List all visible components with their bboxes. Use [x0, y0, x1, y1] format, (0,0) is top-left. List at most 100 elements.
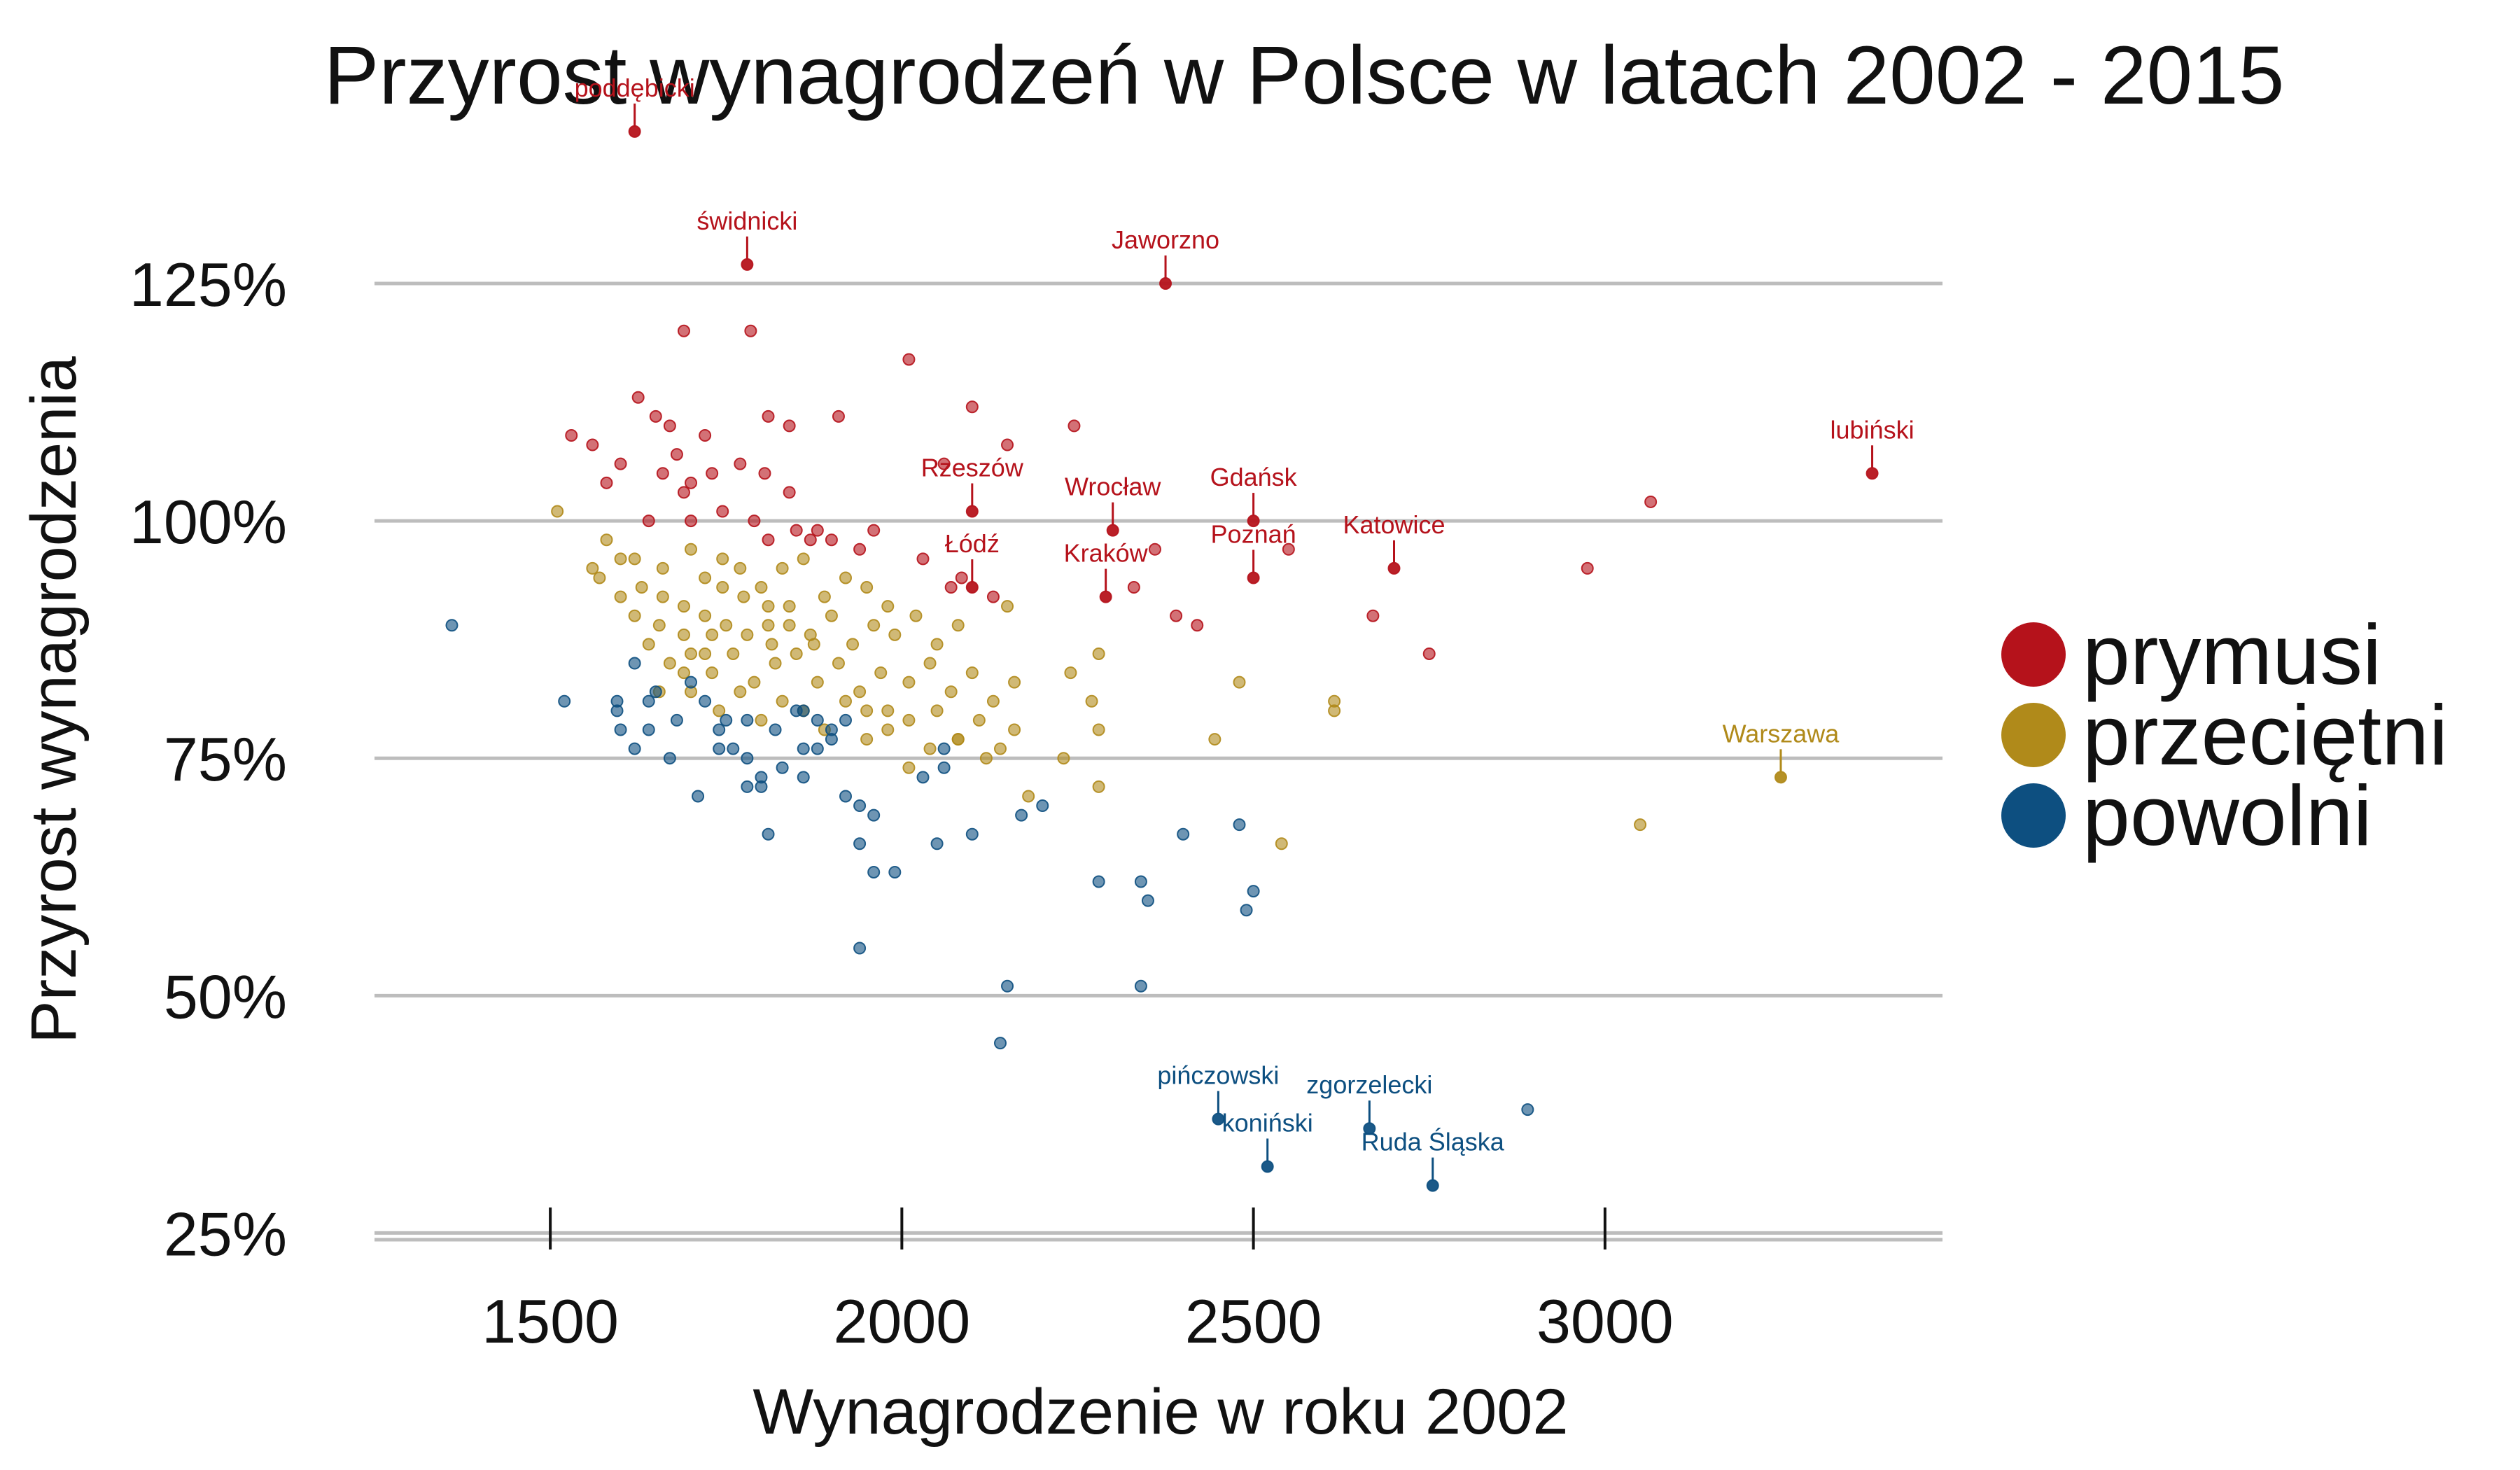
point-label: pińczowski: [1157, 1061, 1279, 1090]
point-powolni: [1177, 827, 1190, 841]
point-przecietni: [656, 590, 669, 603]
point-prymusi: [1191, 619, 1204, 632]
point-przecietni: [979, 752, 993, 765]
point-przecietni: [600, 533, 613, 547]
point-przecietni: [818, 590, 831, 603]
point-powolni: [628, 742, 641, 755]
point-przecietni: [783, 600, 796, 613]
point-przecietni: [586, 561, 599, 575]
point-przecietni: [1085, 694, 1098, 708]
point-label: zgorzelecki: [1306, 1070, 1432, 1099]
point-przecietni: [1208, 733, 1222, 746]
point-przecietni: [755, 713, 768, 727]
point-przecietni: [769, 657, 782, 670]
annotated-point: [1866, 468, 1878, 479]
point-prymusi: [656, 467, 669, 480]
x-tick-label: 2000: [833, 1287, 970, 1356]
point-label: lubiński: [1830, 415, 1914, 444]
point-prymusi: [758, 467, 771, 480]
point-powolni: [755, 780, 768, 793]
point-przecietni: [1022, 790, 1035, 803]
point-prymusi: [916, 552, 930, 566]
point-powolni: [713, 723, 726, 736]
point-prymusi: [631, 391, 645, 404]
point-przecietni: [776, 694, 789, 708]
point-label: Rzeszów: [921, 454, 1024, 482]
point-powolni: [685, 676, 698, 689]
point-prymusi: [783, 419, 796, 433]
point-label: Poznań: [1211, 519, 1296, 548]
point-powolni: [937, 742, 951, 755]
point-przecietni: [635, 581, 648, 594]
legend-swatch: [2001, 622, 2066, 687]
point-prymusi: [744, 324, 757, 337]
chart-title: Przyrost wynagrodzeń w Polsce w latach 2…: [324, 29, 2285, 122]
point-przecietni: [593, 571, 606, 584]
point-powolni: [642, 694, 655, 708]
point-przecietni: [1001, 600, 1014, 613]
x-axis-title: Wynagrodzenie w roku 2002: [752, 1376, 1568, 1448]
point-przecietni: [881, 723, 895, 736]
point-powolni: [727, 742, 740, 755]
point-powolni: [1036, 799, 1049, 813]
point-prymusi: [902, 353, 916, 366]
point-annotations: poddębicki świdnicki Jaworzno lubiński Rzesz…: [575, 74, 1914, 1191]
annotated-point: [1388, 562, 1400, 574]
annotated-point: [966, 582, 978, 594]
point-label: poddębicki: [575, 74, 695, 102]
point-przecietni: [1634, 818, 1647, 832]
point-przecietni: [663, 657, 676, 670]
legend-swatch: [2001, 703, 2066, 767]
point-przecietni: [737, 590, 750, 603]
point-prymusi: [1148, 542, 1161, 556]
point-powolni: [930, 837, 944, 850]
point-prymusi: [955, 571, 968, 584]
point-przecietni: [951, 619, 965, 632]
point-przecietni: [628, 609, 641, 622]
annotated-point: [1160, 277, 1172, 289]
y-axis-ticks: 25% 50% 75% 100% 125%: [130, 250, 287, 1268]
point-przecietni: [677, 628, 690, 641]
point-prymusi: [649, 410, 662, 423]
point-powolni: [1134, 875, 1147, 888]
y-tick-label: 100%: [130, 487, 287, 556]
point-powolni: [741, 780, 754, 793]
annotated-point: [1100, 591, 1112, 603]
point-powolni: [993, 1037, 1007, 1050]
point-prymusi: [986, 590, 1000, 603]
point-przecietni: [902, 713, 916, 727]
point-przecietni: [716, 552, 729, 566]
point-powolni: [692, 790, 705, 803]
point-prymusi: [825, 533, 838, 547]
point-powolni: [558, 694, 571, 708]
point-powolni: [642, 723, 655, 736]
point-przecietni: [972, 713, 986, 727]
point-powolni: [628, 657, 641, 670]
point-powolni: [1233, 818, 1246, 832]
point-powolni: [867, 865, 881, 878]
point-prymusi: [1282, 542, 1295, 556]
point-powolni: [853, 799, 867, 813]
point-powolni: [670, 713, 683, 727]
point-prymusi: [853, 542, 867, 556]
point-przecietni: [1057, 752, 1070, 765]
point-przecietni: [860, 581, 874, 594]
point-prymusi: [663, 419, 676, 433]
point-prymusi: [1068, 419, 1081, 433]
point-powolni: [867, 808, 881, 822]
point-powolni: [839, 790, 853, 803]
point-label: Wrocław: [1065, 472, 1161, 501]
point-powolni: [720, 713, 733, 727]
point-przecietni: [741, 628, 754, 641]
point-przecietni: [797, 552, 810, 566]
point-powolni: [769, 723, 782, 736]
point-przecietni: [986, 694, 1000, 708]
point-przecietni: [1092, 780, 1105, 793]
point-powolni: [762, 827, 775, 841]
point-przecietni: [790, 647, 803, 660]
point-przecietni: [614, 590, 627, 603]
annotated-point: [1107, 524, 1119, 536]
point-prymusi: [1581, 561, 1594, 575]
